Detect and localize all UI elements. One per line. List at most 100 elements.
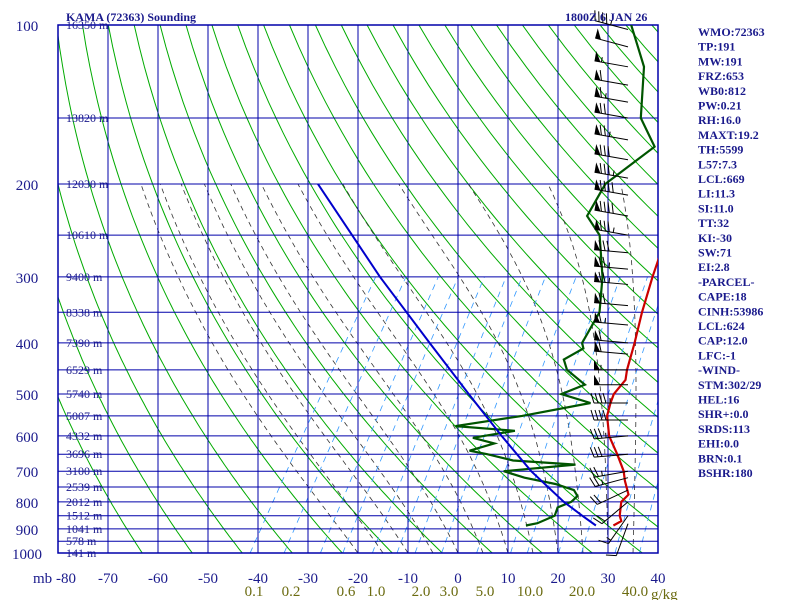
- height-label: 8338 m: [66, 305, 103, 319]
- mixing-ratio-lines: [250, 277, 717, 553]
- index-line: -PARCEL-: [698, 275, 754, 289]
- dry-adiabat: [781, 25, 800, 553]
- wind-barb-flag: [600, 125, 601, 135]
- height-label: 2539 m: [66, 480, 103, 494]
- wind-barb: [595, 144, 628, 160]
- mixing-ratio-tick-label: 5.0: [476, 584, 495, 600]
- index-line: L57:7.3: [698, 157, 737, 171]
- pressure-tick-label: 700: [16, 465, 39, 481]
- height-label: 4332 m: [66, 429, 103, 443]
- index-line: CAP:12.0: [698, 334, 748, 348]
- mixing-ratio-line: [320, 277, 438, 553]
- index-line: LCL:624: [698, 319, 745, 333]
- wind-barb: [594, 330, 628, 343]
- pressure-tick-label: 100: [16, 19, 39, 35]
- wind-barb: [590, 477, 628, 487]
- mixing-ratio-line: [415, 277, 522, 553]
- mixing-ratio-line: [397, 277, 506, 553]
- wind-barb: [595, 124, 628, 140]
- index-line: CAPE:18: [698, 290, 747, 304]
- wind-barb: [594, 312, 628, 325]
- index-line: LI:11.3: [698, 187, 735, 201]
- index-line: EI:2.8: [698, 260, 730, 274]
- mixing-ratio-tick-label: 3.0: [440, 584, 459, 600]
- index-line: SHR+:0.0: [698, 407, 749, 421]
- mixing-ratio-line: [250, 277, 376, 553]
- height-label: 5740 m: [66, 387, 103, 401]
- mixing-ratio-tick-label: 10.0: [517, 584, 543, 600]
- temperature-tick-label: 40: [651, 571, 666, 587]
- index-line: PW:0.21: [698, 99, 742, 113]
- height-label: 10610 m: [66, 228, 109, 242]
- height-label: 9400 m: [66, 270, 103, 284]
- wind-barb-pennant: [595, 162, 601, 173]
- pressure-tick-label: 400: [16, 337, 39, 353]
- pressure-tick-label: 200: [16, 178, 39, 194]
- pressure-tick-label: 800: [16, 496, 39, 512]
- pressure-tick-label: 900: [16, 523, 39, 539]
- temperature-tick-label: -50: [198, 571, 218, 587]
- wind-barb-pennant: [595, 144, 601, 155]
- wind-barb-flag: [591, 410, 594, 420]
- wind-barb: [594, 256, 628, 269]
- index-line: SI:11.0: [698, 201, 734, 215]
- height-label: 141 m: [66, 546, 97, 560]
- temperature-tick-label: -80: [56, 571, 76, 587]
- temperature-tick-label: -60: [148, 571, 168, 587]
- wind-barb-flag: [600, 87, 601, 97]
- temperature-tick-label: 20: [551, 571, 566, 587]
- moist-adiabat: [141, 184, 358, 553]
- index-line: LCL:669: [698, 172, 745, 186]
- mixing-ratio-tick-label: 0.6: [337, 584, 356, 600]
- index-line: FRZ:653: [698, 69, 744, 83]
- wind-barb-flag: [600, 163, 601, 173]
- index-line: STM:302/29: [698, 378, 761, 392]
- wind-barb-half: [602, 480, 603, 485]
- dry-adiabat: [108, 25, 392, 553]
- height-label: 13820 m: [66, 111, 109, 125]
- wind-barb-flag: [603, 241, 605, 251]
- dry-adiabat: [31, 25, 243, 553]
- moist-adiabat: [658, 184, 678, 553]
- wind-barb-flag: [604, 145, 605, 155]
- wind-barb-flag: [600, 145, 601, 155]
- height-label: 7390 m: [66, 336, 103, 350]
- wind-barb-pennant: [595, 28, 601, 39]
- height-label: 12030 m: [66, 177, 109, 191]
- wind-barb-flag: [600, 180, 601, 190]
- wind-barb-flag: [604, 125, 605, 135]
- mixing-ratio-line: [284, 277, 406, 553]
- index-line: SRDS:113: [698, 422, 750, 436]
- wind-barb-pennant: [595, 69, 601, 80]
- pressure-tick-label: 300: [16, 271, 39, 287]
- wind-barb: [593, 502, 628, 524]
- wind-barb-pennant: [595, 86, 601, 97]
- wind-barb-shaft: [595, 478, 628, 487]
- pressure-unit-label: mb: [33, 571, 52, 587]
- wind-barb: [594, 272, 628, 285]
- pressure-tick-label: 500: [16, 388, 39, 404]
- pressure-tick-label: 1000: [12, 547, 42, 563]
- grid: [58, 25, 658, 553]
- dry-adiabats: [0, 25, 800, 553]
- wind-barbs: [590, 10, 628, 555]
- wind-barb-half: [601, 57, 602, 62]
- index-line: TP:191: [698, 40, 735, 54]
- index-line: WB0:812: [698, 84, 746, 98]
- index-line: TT:32: [698, 216, 729, 230]
- pressure-tick-label: 600: [16, 430, 39, 446]
- index-line: LFC:-1: [698, 348, 736, 362]
- chart-title: KAMA (72363) Sounding: [66, 10, 196, 24]
- mixing-ratio-tick-label: 2.0: [412, 584, 431, 600]
- index-line: BRN:0.1: [698, 451, 742, 465]
- wind-barb-flag: [590, 468, 595, 477]
- index-line: MAXT:19.2: [698, 128, 759, 142]
- wind-barb-flag: [594, 447, 598, 457]
- wind-barb-flag: [604, 221, 605, 231]
- wind-barb: [590, 447, 628, 457]
- dry-adiabat: [134, 25, 442, 553]
- temperature-tick-label: 30: [601, 571, 616, 587]
- dry-adiabat: [522, 25, 800, 553]
